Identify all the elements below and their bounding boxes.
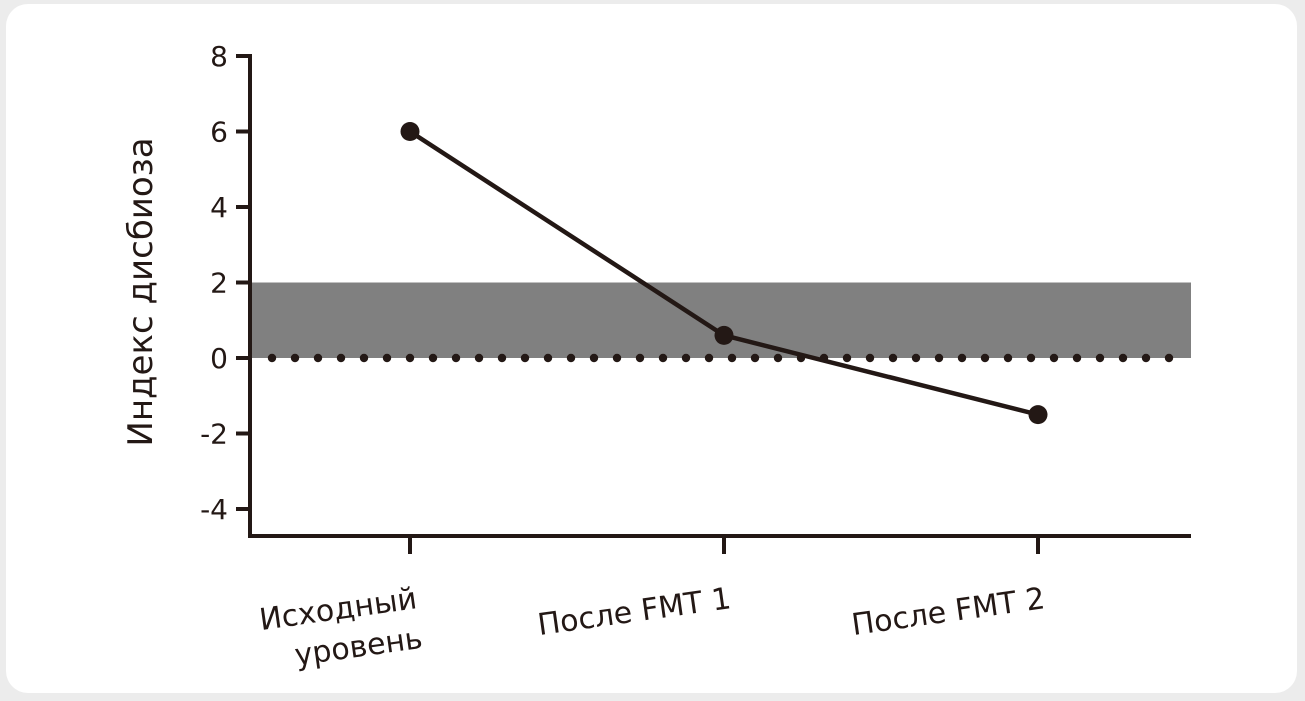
normal-range-band-layer — [252, 282, 1191, 358]
zero-line-dot — [635, 353, 645, 363]
y-tick-label: 4 — [210, 191, 228, 224]
zero-line-dot — [451, 353, 461, 363]
zero-line-dot — [1026, 353, 1036, 363]
chart-card: 8 6 4 2 0 -2 -4 Индекс дисбиоза Исходный уровень П… — [6, 4, 1297, 693]
y-tick-label: -4 — [200, 493, 228, 526]
data-point — [400, 122, 420, 141]
zero-line-dot — [520, 353, 530, 363]
zero-line-dot — [773, 353, 783, 363]
y-tick-label: 6 — [210, 116, 228, 149]
normal-range-band — [252, 282, 1191, 358]
zero-line-dot — [1049, 353, 1059, 363]
series-layer — [400, 122, 1048, 425]
zero-line-dot — [681, 353, 691, 363]
zero-line-dot — [1095, 353, 1105, 363]
zero-line-dot — [1118, 353, 1128, 363]
zero-line-dot — [980, 353, 990, 363]
zero-line-dot — [704, 353, 714, 363]
zero-line-dot — [267, 353, 277, 363]
zero-line-dot — [727, 353, 737, 363]
zero-line-dot — [1141, 353, 1151, 363]
zero-line-dot — [382, 353, 392, 363]
zero-line-dot — [865, 353, 875, 363]
zero-line-dot — [612, 353, 622, 363]
zero-line-dot — [1003, 353, 1013, 363]
y-tick-label: 0 — [210, 342, 228, 375]
zero-line-dot — [589, 353, 599, 363]
zero-line-dot — [497, 353, 507, 363]
zero-line-dot — [474, 353, 484, 363]
zero-line-dot — [313, 353, 323, 363]
axes-layer — [236, 54, 1191, 554]
zero-line-dot — [888, 353, 898, 363]
y-tick-label: 2 — [210, 267, 228, 300]
zero-line-dot — [405, 353, 415, 363]
zero-line-dot — [658, 353, 668, 363]
zero-line-dot — [750, 353, 760, 363]
y-axis-title: Индекс дисбиоза — [121, 137, 161, 446]
zero-line-dot — [428, 353, 438, 363]
x-category-label: После FMT 1 — [535, 581, 733, 643]
zero-line-dot — [1072, 353, 1082, 363]
y-tick-label: -2 — [200, 418, 228, 451]
zero-line-dot — [543, 353, 553, 363]
zero-line-dot — [911, 353, 921, 363]
zero-line-dot — [336, 353, 346, 363]
y-tick-label: 8 — [210, 40, 228, 73]
x-category-label-line: После FMT 2 — [849, 581, 1047, 643]
x-category-label: После FMT 2 — [849, 581, 1047, 643]
series-line — [408, 129, 1039, 417]
zero-line-dot — [1164, 353, 1174, 363]
data-point — [1028, 405, 1048, 425]
zero-line-dot — [842, 353, 852, 363]
zero-line-dot — [359, 353, 369, 363]
zero-line-dot — [290, 353, 300, 363]
zero-line-dot — [934, 353, 944, 363]
zero-line-dot — [566, 353, 576, 363]
x-category-label-line: После FMT 1 — [535, 581, 733, 643]
data-point — [714, 325, 734, 345]
zero-line-dot — [957, 353, 967, 363]
